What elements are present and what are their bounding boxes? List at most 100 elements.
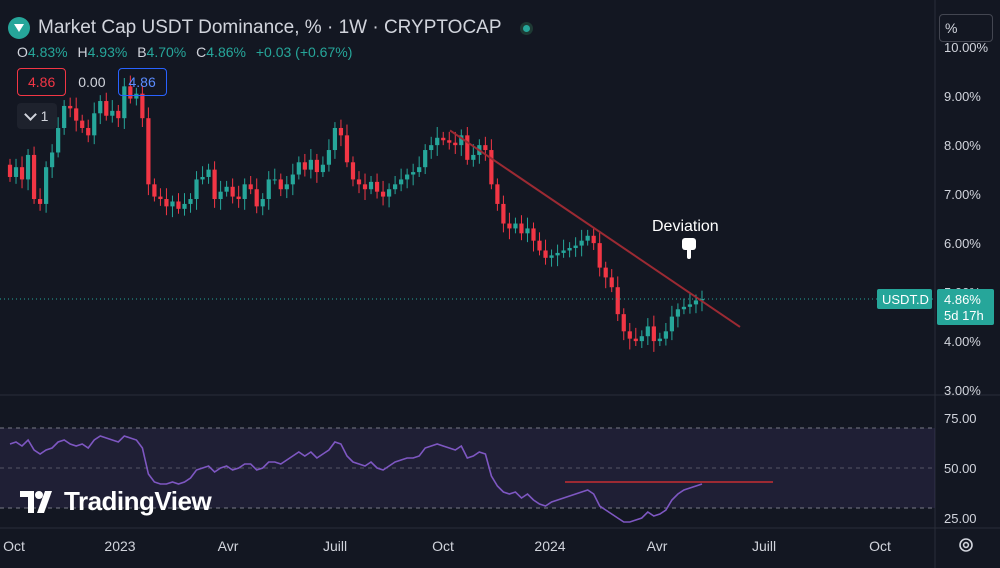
candle [266, 179, 271, 200]
candle [182, 203, 187, 209]
tradingview-wordmark: TradingView [64, 486, 212, 516]
candle [633, 338, 638, 342]
candle [320, 164, 326, 173]
x-tick-label: 2024 [534, 538, 565, 554]
usdt-logo-icon [8, 17, 30, 39]
candle [296, 162, 301, 175]
pointing-hand-finger [687, 248, 691, 259]
candle [573, 245, 578, 249]
symbol-tag: USDT.D [882, 292, 929, 307]
candle [459, 135, 464, 146]
candle [212, 169, 217, 200]
x-tick-label: Juill [323, 538, 347, 554]
candle [50, 152, 55, 168]
chart-header: Market Cap USDT Dominance, % · 1W · CRYP… [8, 14, 533, 42]
candle [56, 127, 61, 153]
ohlc-legend: O4.83% H4.93% B4.70% C4.86% +0.03 (+0.67… [17, 44, 353, 60]
candle [302, 162, 307, 170]
x-tick-label: Avr [647, 538, 668, 554]
y-tick-label: 9.00% [944, 89, 981, 104]
candle [519, 223, 524, 234]
candle [98, 101, 103, 114]
candle [110, 110, 115, 116]
last-price-bg [937, 288, 994, 325]
candle [254, 189, 259, 207]
candle [687, 304, 693, 307]
symbol-title[interactable]: Market Cap USDT Dominance, % · 1W · CRYP… [38, 17, 502, 38]
indicator-values: 4.86 0.00 4.86 [17, 68, 167, 96]
candle [507, 223, 512, 229]
y-tick-label: 6.00% [944, 236, 981, 251]
symbol-tag-bg [877, 288, 932, 309]
candle [411, 172, 416, 175]
candle [561, 250, 566, 253]
x-tick-label: Avr [218, 538, 239, 554]
scale-mode-button[interactable]: % [939, 14, 993, 42]
candle [116, 110, 121, 119]
candle [405, 174, 410, 180]
candle [344, 135, 350, 163]
candle [13, 167, 19, 177]
candle [37, 199, 43, 204]
candle [236, 196, 241, 200]
chevron-down-icon [23, 107, 37, 121]
candle [164, 199, 169, 207]
candle [483, 145, 488, 151]
candle [423, 150, 428, 168]
candle [62, 105, 67, 128]
candle [501, 203, 506, 224]
candle [260, 199, 265, 207]
candle [176, 201, 181, 209]
candle [663, 331, 668, 339]
candle [218, 191, 223, 200]
candle [224, 186, 229, 192]
candle [374, 181, 380, 192]
y-tick-label: 10.00% [944, 40, 989, 55]
collapse-indicators-button[interactable]: 1 [17, 103, 57, 129]
candle [272, 179, 277, 181]
candle [465, 135, 470, 160]
tradingview-logo: TradingView [20, 486, 212, 517]
candle [657, 338, 662, 342]
candle [170, 201, 175, 207]
value-box-red[interactable]: 4.86 [17, 68, 67, 96]
trendline [449, 129, 741, 328]
rsi-tick-label: 75.00 [944, 411, 977, 426]
candle [356, 179, 362, 185]
market-status-icon[interactable] [519, 21, 533, 35]
settings-gear-icon[interactable] [957, 536, 975, 554]
x-tick-label: 2023 [104, 538, 135, 554]
candle [645, 326, 650, 337]
candle [7, 164, 13, 177]
candle [441, 137, 446, 141]
candle [194, 179, 199, 200]
candle [609, 277, 614, 288]
tradingview-mark-icon [20, 490, 52, 513]
candle [399, 179, 404, 185]
candle [284, 184, 289, 190]
candle [675, 309, 681, 317]
candle [549, 255, 554, 258]
y-tick-label: 3.00% [944, 383, 981, 398]
candle [362, 184, 368, 190]
candle [525, 228, 530, 234]
candle [25, 154, 31, 180]
candle [681, 306, 687, 310]
candle [86, 127, 91, 136]
candle [585, 235, 590, 241]
candle [200, 176, 205, 180]
candle [188, 199, 193, 204]
rsi-tick-label: 50.00 [944, 461, 977, 476]
candle [290, 174, 295, 185]
rsi-tick-label: 25.00 [944, 511, 977, 526]
value-box-blue[interactable]: 4.86 [117, 68, 167, 96]
candle [699, 298, 705, 301]
candle [326, 150, 332, 165]
candle [513, 223, 518, 229]
candle [74, 108, 79, 121]
candle [92, 113, 97, 136]
candle [314, 159, 319, 173]
rsi-line [9, 435, 703, 523]
candle [386, 189, 392, 197]
